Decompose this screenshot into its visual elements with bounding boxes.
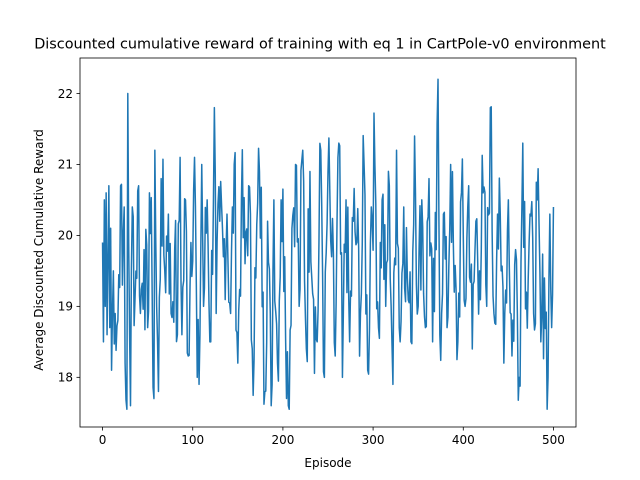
x-tick-label: 0 bbox=[99, 433, 107, 447]
y-tick-label: 18 bbox=[58, 371, 73, 385]
x-axis-label: Episode bbox=[304, 456, 351, 470]
y-tick-label: 22 bbox=[58, 87, 73, 101]
y-tick-label: 19 bbox=[58, 300, 73, 314]
plot-area bbox=[101, 78, 555, 411]
y-tick-label: 21 bbox=[58, 158, 73, 172]
y-axis: 18 19 20 21 22 bbox=[58, 87, 80, 385]
plot-frame bbox=[79, 57, 577, 428]
chart-title: Discounted cumulative reward of training… bbox=[34, 37, 606, 53]
x-tick-label: 200 bbox=[271, 433, 294, 447]
x-tick-label: 400 bbox=[452, 433, 475, 447]
series-line bbox=[101, 78, 555, 411]
y-axis-label: Average Discounted Cumulative Reward bbox=[32, 129, 46, 371]
x-axis: 0 100 200 300 400 500 bbox=[99, 427, 565, 447]
x-tick-label: 300 bbox=[362, 433, 385, 447]
y-tick-label: 20 bbox=[58, 229, 73, 243]
x-tick-label: 500 bbox=[542, 433, 565, 447]
x-tick-label: 100 bbox=[181, 433, 204, 447]
